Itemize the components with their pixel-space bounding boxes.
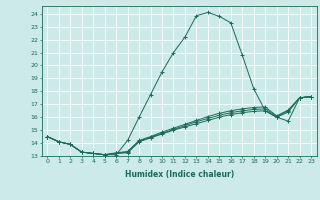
X-axis label: Humidex (Indice chaleur): Humidex (Indice chaleur) xyxy=(124,170,234,179)
